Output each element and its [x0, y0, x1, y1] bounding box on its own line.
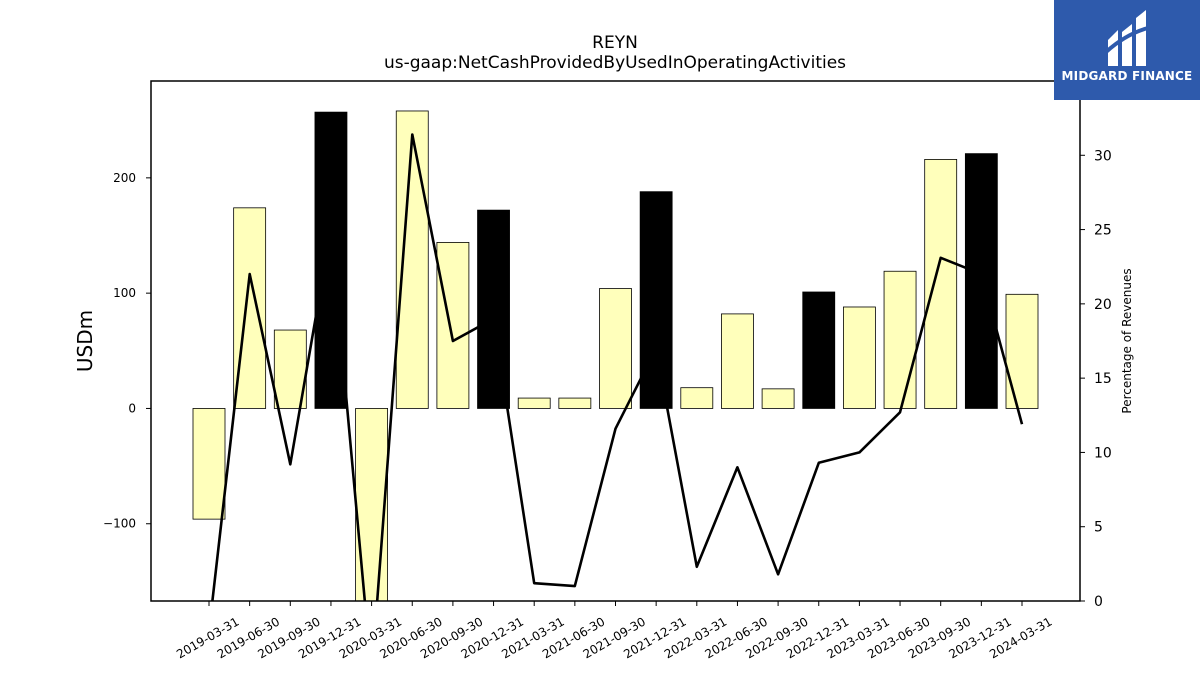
bar-2021-09-30 [599, 288, 632, 409]
chart-title: REYN [592, 33, 638, 53]
bar-2019-03-31 [192, 408, 226, 520]
bar-2021-12-31 [639, 191, 673, 409]
bar-2020-06-30 [395, 110, 429, 409]
bar-2023-06-30 [883, 270, 917, 409]
right-tick-label: 20 [1094, 297, 1112, 313]
right-tick-label: 0 [1094, 594, 1103, 610]
right-tick-label: 25 [1094, 223, 1112, 239]
bar-series [192, 110, 1039, 601]
logo-mark-icon [1104, 10, 1149, 66]
right-tick-label: 30 [1094, 148, 1112, 164]
y-axis-label: USDm [73, 310, 97, 372]
left-tick-label: 200 [113, 171, 136, 185]
y2-axis-label: Percentage of Revenues [1120, 268, 1134, 413]
left-tick-label: 0 [128, 401, 136, 415]
line-series [211, 133, 1024, 601]
logo: MIDGARD FINANCE [1054, 0, 1200, 100]
bar-2023-09-30 [924, 159, 958, 409]
bar-2022-12-31 [802, 291, 836, 409]
percentage-line [211, 133, 1024, 601]
bar-2024-03-31 [1005, 293, 1039, 409]
right-tick-label: 15 [1094, 371, 1112, 387]
bar-2023-03-31 [843, 306, 876, 409]
bar-2020-09-30 [436, 242, 470, 409]
chart-subtitle: us-gaap:NetCashProvidedByUsedInOperating… [384, 53, 846, 73]
x-axis: 2019-03-312019-06-302019-09-302019-12-31… [174, 601, 1055, 661]
left-y-axis: −100 0 100 200 [103, 171, 151, 531]
right-tick-label: 10 [1094, 445, 1112, 461]
bar-2022-09-30 [761, 388, 795, 409]
logo-text: MIDGARD FINANCE [1061, 69, 1193, 83]
bar-2021-06-30 [558, 397, 592, 409]
right-y-axis: 0 5 10 15 20 25 30 [1080, 148, 1112, 610]
bar-2022-03-31 [680, 387, 714, 409]
left-tick-label: −100 [103, 517, 136, 531]
bar-2020-12-31 [477, 209, 510, 409]
right-tick-label: 5 [1094, 520, 1103, 536]
bar-2021-03-31 [517, 397, 551, 409]
bar-2023-12-31 [964, 153, 998, 409]
bar-2022-06-30 [721, 313, 754, 409]
left-tick-label: 100 [113, 286, 136, 300]
